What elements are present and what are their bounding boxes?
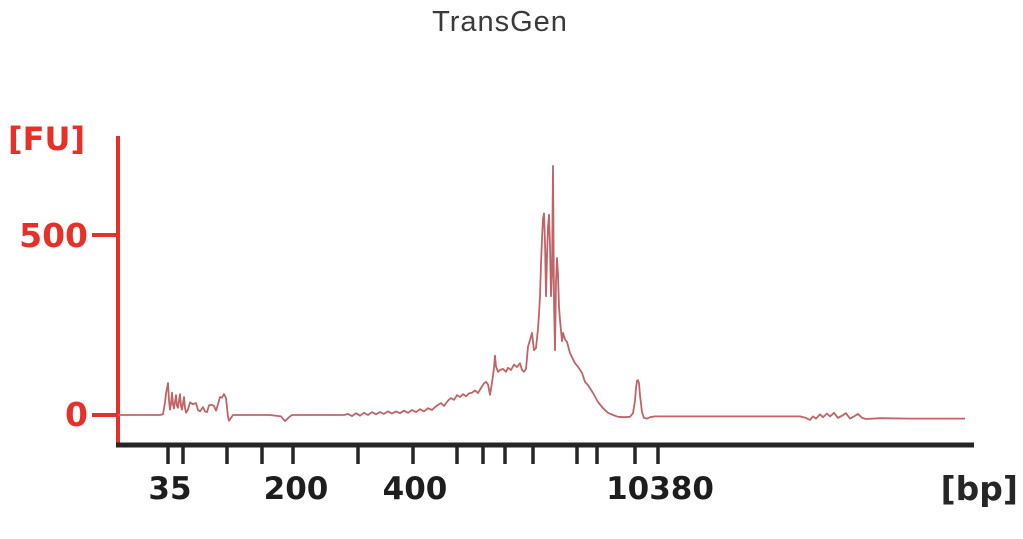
x-tick-label-35: 35 <box>148 471 192 507</box>
y-tick-label-500: 500 <box>19 216 88 255</box>
electropherogram-trace <box>118 164 965 423</box>
y-axis-unit-label: [FU] <box>8 120 86 158</box>
x-axis-unit-label: [bp] <box>940 469 1018 508</box>
x-tick-label-10380: 10380 <box>606 471 714 507</box>
x-tick-label-200: 200 <box>263 471 329 507</box>
x-tick-label-400: 400 <box>382 471 448 507</box>
y-tick-label-0: 0 <box>65 395 88 434</box>
chart-title: TransGen <box>432 6 568 38</box>
